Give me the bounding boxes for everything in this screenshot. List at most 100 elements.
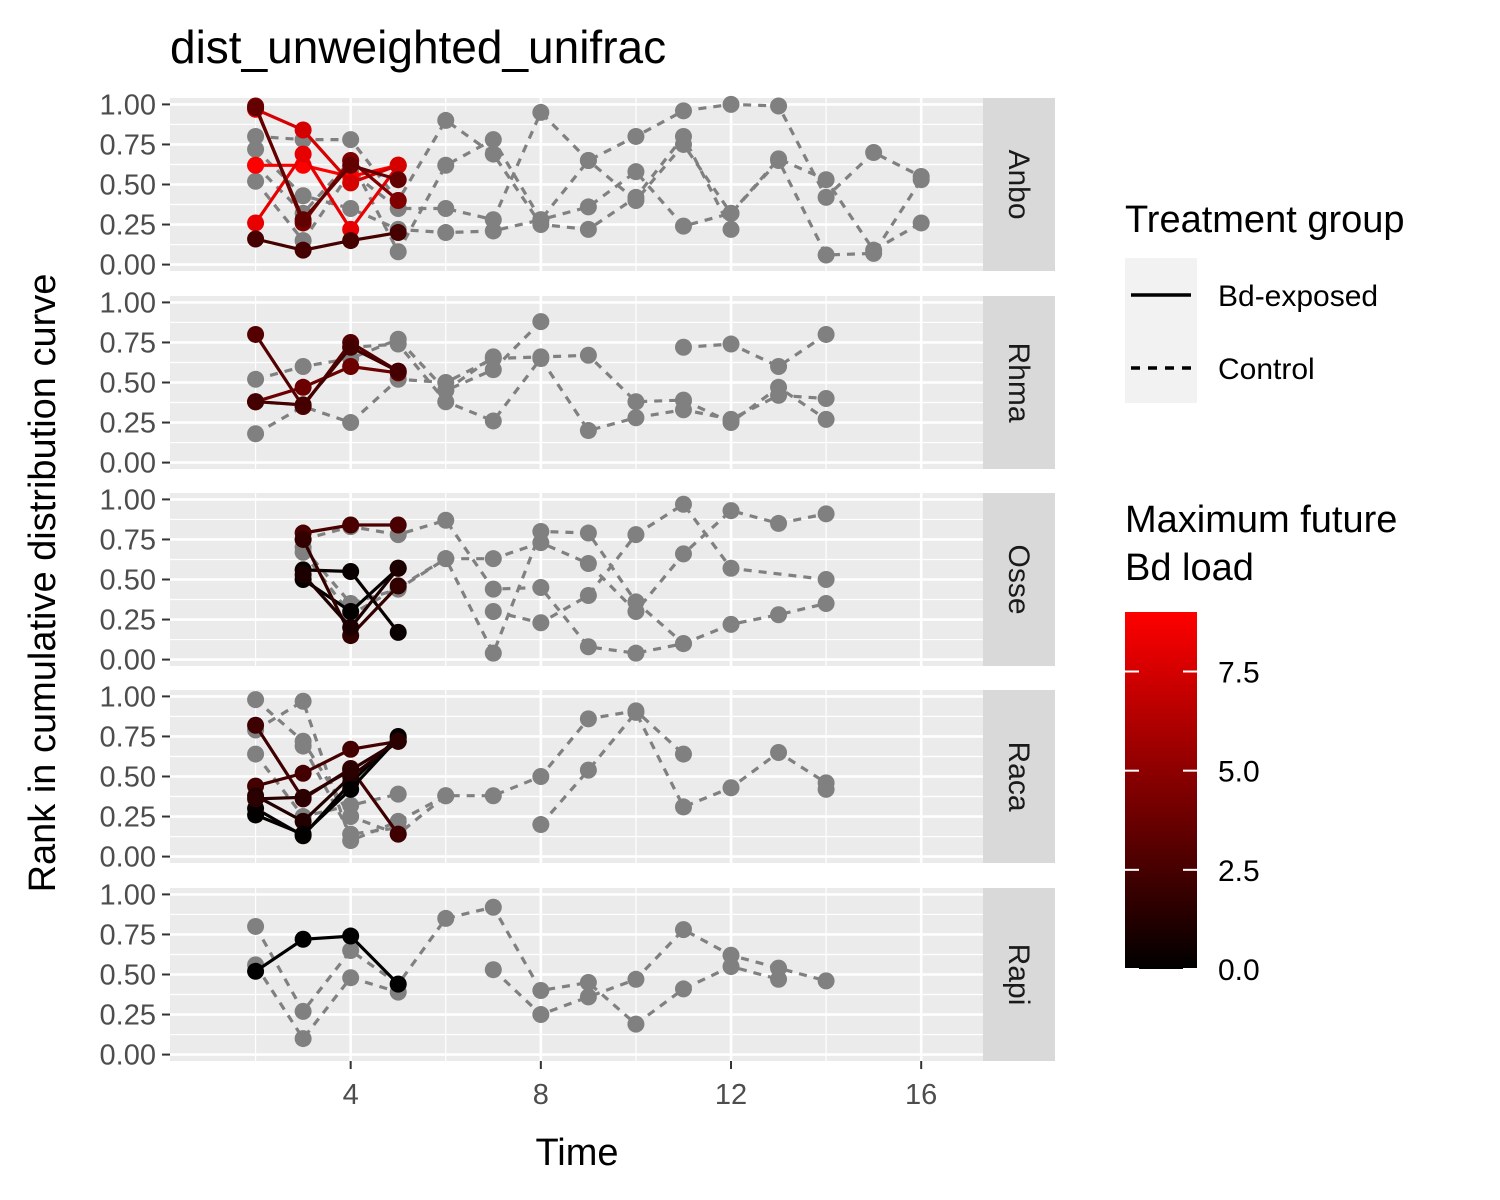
data-point: [342, 562, 360, 580]
data-point: [294, 211, 312, 229]
data-point: [674, 545, 692, 563]
data-point: [627, 409, 645, 427]
data-point: [437, 909, 455, 927]
data-point: [342, 796, 360, 814]
treatment-legend: Treatment group Bd-exposed Control: [1125, 199, 1405, 403]
series-line: [254, 934, 400, 986]
colorbar-ticks: 0.0 2.5 5.0 7.5: [1125, 657, 1260, 987]
data-point: [247, 691, 265, 709]
data-point: [579, 638, 597, 656]
y-tick-label: 1.00: [100, 484, 156, 516]
data-point: [770, 97, 788, 115]
data-point: [247, 156, 265, 174]
data-point: [579, 710, 597, 728]
y-tick-label: 0.00: [100, 250, 156, 282]
data-point: [627, 526, 645, 544]
facet-strip: [983, 888, 1055, 1061]
x-axis: 4 8 12 16: [343, 1061, 937, 1111]
data-point: [484, 211, 502, 229]
x-axis-label: Time: [535, 1132, 618, 1174]
data-point: [389, 577, 407, 595]
y-tick-label: 0.25: [100, 802, 156, 834]
data-point: [294, 692, 312, 710]
data-point: [627, 1015, 645, 1033]
data-point: [817, 595, 835, 613]
data-point: [579, 587, 597, 605]
data-point: [247, 716, 265, 734]
data-point: [437, 511, 455, 529]
series-line: [444, 355, 495, 392]
data-point: [389, 516, 407, 534]
data-point: [579, 974, 597, 992]
data-point: [294, 378, 312, 396]
colorbar-tick-label: 2.5: [1218, 855, 1260, 888]
y-tick-label: 0.25: [100, 1000, 156, 1032]
data-point: [342, 357, 360, 375]
data-point: [294, 1002, 312, 1020]
series-line: [255, 118, 733, 232]
y-tick-label: 0.75: [100, 129, 156, 161]
data-point: [247, 790, 265, 808]
data-point: [674, 217, 692, 235]
data-point: [579, 346, 597, 364]
data-point: [294, 357, 312, 375]
data-point: [342, 338, 360, 356]
data-point: [674, 135, 692, 153]
data-point: [294, 187, 312, 205]
bd-exposed-series: [247, 99, 407, 229]
bd-exposed-series: [247, 732, 407, 808]
data-point: [674, 921, 692, 939]
data-point: [247, 230, 265, 248]
data-point: [532, 1006, 550, 1024]
data-point: [484, 131, 502, 149]
facet-strip-label: Rhma: [1002, 342, 1035, 422]
y-axis-label: Rank in cumulative distribution curve: [22, 274, 64, 893]
data-point: [722, 220, 740, 238]
data-point: [865, 143, 883, 161]
data-point: [722, 615, 740, 633]
data-point: [579, 761, 597, 779]
data-point: [294, 788, 312, 806]
data-point: [294, 812, 312, 830]
y-tick-label: 0.50: [100, 960, 156, 992]
data-point: [532, 614, 550, 632]
x-tick-label: 8: [533, 1079, 549, 1111]
data-point: [627, 163, 645, 181]
colorbar-tick-label: 0.0: [1218, 954, 1260, 987]
colorbar-title-line-1: Maximum future: [1125, 499, 1397, 541]
data-point: [389, 224, 407, 242]
data-point: [532, 349, 550, 367]
data-point: [579, 151, 597, 169]
data-point: [532, 103, 550, 121]
y-tick-label: 0.00: [100, 1040, 156, 1072]
data-point: [389, 192, 407, 210]
chart-title: dist_unweighted_unifrac: [170, 21, 666, 73]
data-point: [532, 522, 550, 540]
series-line: [255, 739, 399, 788]
panel-rhma: 0.00 0.25 0.50 0.75 1.00 Rhma: [100, 287, 1055, 480]
y-tick-label: 0.75: [100, 327, 156, 359]
data-point: [579, 524, 597, 542]
colorbar-gradient: [1125, 612, 1197, 969]
data-point: [342, 969, 360, 987]
data-point: [484, 787, 502, 805]
y-tick-label: 0.25: [100, 210, 156, 242]
data-point: [817, 505, 835, 523]
data-point: [484, 898, 502, 916]
data-point: [389, 623, 407, 641]
series-line: [254, 137, 923, 257]
series-line: [255, 739, 400, 801]
y-tick-label: 0.50: [100, 170, 156, 202]
data-point: [294, 1030, 312, 1048]
series-line: [254, 740, 400, 824]
data-point: [579, 220, 597, 238]
data-point: [342, 941, 360, 959]
data-point: [817, 325, 835, 343]
data-point: [437, 111, 455, 129]
y-tick-label: 0.00: [100, 842, 156, 874]
facet-strip: [983, 98, 1055, 271]
facet-strip: [983, 493, 1055, 666]
data-point: [247, 745, 265, 763]
data-point: [674, 798, 692, 816]
data-point: [247, 127, 265, 145]
